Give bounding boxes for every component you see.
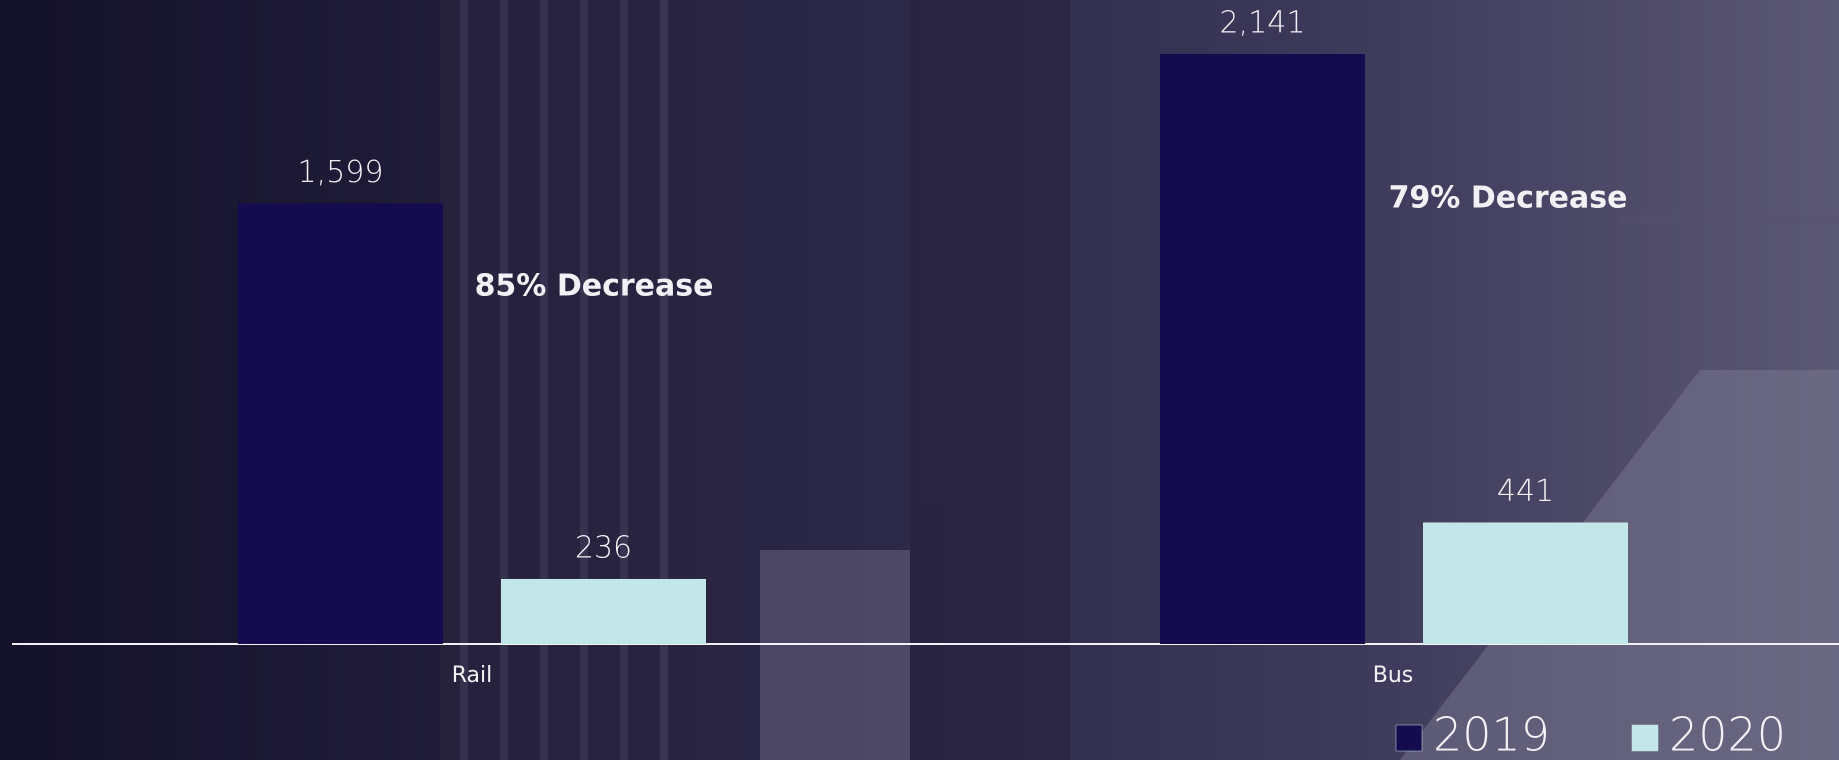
legend-swatch (1631, 724, 1659, 752)
value-label: 236 (575, 530, 632, 565)
bar (1423, 522, 1628, 644)
legend-label: 2020 (1669, 708, 1786, 760)
annotation: 85% Decrease (475, 269, 714, 304)
value-label: 2,141 (1220, 6, 1306, 41)
legend-label: 2019 (1433, 708, 1550, 760)
value-label: 441 (1497, 474, 1554, 509)
photo-shapes (440, 0, 1839, 760)
value-label: 1,599 (298, 155, 384, 190)
bar (1160, 54, 1365, 644)
legend-swatch (1395, 724, 1423, 752)
x-tick-label: Rail (452, 663, 493, 688)
bar (501, 578, 706, 644)
x-tick-label: Bus (1373, 663, 1414, 688)
bar (238, 203, 443, 644)
annotation: 79% Decrease (1389, 181, 1628, 216)
